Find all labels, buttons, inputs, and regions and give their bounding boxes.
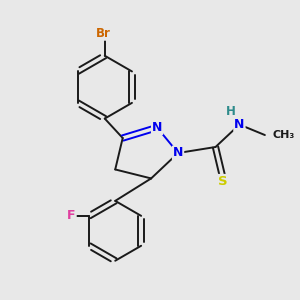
Text: H: H bbox=[226, 106, 236, 118]
Text: N: N bbox=[234, 118, 244, 131]
Text: N: N bbox=[152, 121, 162, 134]
Text: CH₃: CH₃ bbox=[272, 130, 295, 140]
Text: N: N bbox=[173, 146, 183, 160]
Text: F: F bbox=[67, 209, 76, 222]
Text: Br: Br bbox=[96, 27, 111, 40]
Text: S: S bbox=[218, 175, 228, 188]
